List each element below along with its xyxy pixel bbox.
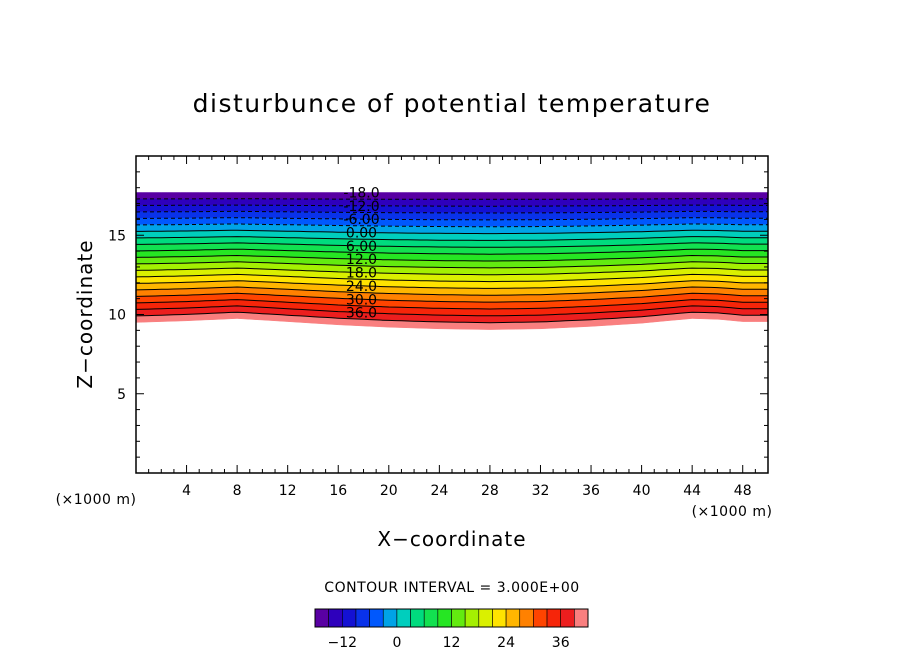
contour-line [136, 204, 768, 207]
x-tick-label: 44 [683, 483, 701, 499]
x-tick-label: 8 [233, 483, 242, 499]
x-axis-label: X−coordinate [377, 527, 526, 551]
contour-line [136, 261, 768, 269]
plot-area [136, 192, 768, 330]
y-tick-label: 15 [108, 228, 126, 244]
colorbar-cell [314, 608, 329, 628]
x-tick-label: 16 [329, 483, 347, 499]
contour-line [136, 305, 768, 317]
colorbar-cell [410, 608, 425, 628]
colorbar-cell [423, 608, 439, 628]
contour-interval-text: CONTOUR INTERVAL = 3.000E+00 [324, 580, 579, 596]
contour-line [136, 292, 768, 303]
colorbar-cell [369, 608, 384, 628]
contour-labels: -18.0-12.0-6.000.006.0012.018.024.030.03… [343, 186, 379, 322]
contour-level-label: 6.00 [346, 239, 377, 255]
contour-line [136, 267, 768, 276]
colorbar-cell [519, 608, 534, 628]
contour-line [136, 254, 768, 262]
contour-line [136, 280, 768, 289]
y-axis-ticks: 5 10 15 [108, 171, 768, 458]
contour-line [136, 210, 768, 214]
colorbar-cell [478, 608, 493, 628]
x-tick-label: 12 [279, 483, 297, 499]
contour-level-label: 18.0 [346, 266, 377, 282]
contour-level-label: 30.0 [346, 292, 377, 308]
contour-level-label: -6.00 [343, 212, 379, 228]
colorbar-cell [533, 608, 548, 628]
contour-line [136, 299, 768, 310]
y-tick-label: 10 [108, 308, 126, 324]
contour-line [136, 248, 768, 255]
x-tick-label: 20 [380, 483, 398, 499]
chart-title: disturbunce of potential temperature [193, 89, 712, 118]
x-tick-label: 40 [633, 483, 651, 499]
contour-line [136, 229, 768, 235]
colorbar-cell [546, 608, 561, 628]
y-axis-unit-label: (×1000 m) [56, 492, 137, 508]
contour-line [136, 286, 768, 296]
x-tick-label: 32 [532, 483, 550, 499]
colorbar-tick-labels: −12 0 12 24 36 [328, 635, 570, 651]
contour-level-label: -18.0 [343, 186, 379, 202]
contour-line [136, 242, 768, 248]
colorbar-cell [451, 608, 466, 628]
colorbar-tick-label: 12 [443, 635, 461, 651]
colorbar-cell [341, 608, 357, 628]
x-tick-label: 24 [430, 483, 448, 499]
colorbar-cell [464, 608, 480, 628]
x-tick-label: 48 [734, 483, 752, 499]
x-tick-label: 28 [481, 483, 499, 499]
colorbar-tick-label: −12 [328, 635, 358, 651]
colorbar-cell [492, 608, 507, 628]
colorbar-cell [396, 608, 411, 628]
contour-level-label: 12.0 [346, 252, 377, 268]
x-tick-label: 36 [582, 483, 600, 499]
contour-line [136, 223, 768, 228]
colorbar [314, 608, 589, 628]
contour-level-label: 24.0 [346, 279, 377, 295]
contour-level-label: 36.0 [346, 306, 377, 322]
x-tick-label: 4 [182, 483, 191, 499]
x-axis-unit-label: (×1000 m) [692, 504, 773, 520]
colorbar-cell [560, 608, 575, 628]
contour-line [136, 217, 768, 221]
contour-level-label: 0.00 [346, 226, 377, 242]
contour-band [136, 192, 768, 200]
contour-line [136, 198, 768, 200]
colorbar-cell [574, 608, 589, 628]
colorbar-tick-label: 36 [552, 635, 570, 651]
colorbar-frame [314, 608, 589, 628]
colorbar-cell [328, 608, 343, 628]
colorbar-tick-label: 24 [497, 635, 515, 651]
contour-lines [136, 198, 768, 324]
contour-line [136, 236, 768, 241]
contour-line [136, 273, 768, 283]
colorbar-cell [437, 608, 452, 628]
x-axis-ticks: 4 8 12 16 20 24 28 32 36 40 44 48 [148, 156, 756, 499]
y-tick-label: 5 [117, 387, 126, 403]
contour-line [136, 311, 768, 324]
colorbar-cell [505, 608, 521, 628]
colorbar-cell [382, 608, 398, 628]
colorbar-cell [355, 608, 370, 628]
colorbar-tick-label: 0 [392, 635, 401, 651]
contour-level-label: -12.0 [343, 199, 379, 215]
y-axis-label: Z−coordinate [73, 239, 97, 388]
